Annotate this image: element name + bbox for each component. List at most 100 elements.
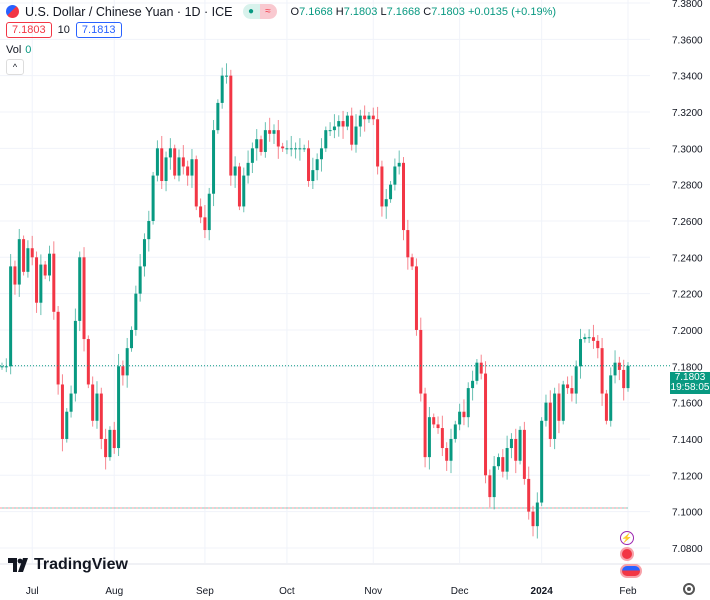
candle-body <box>39 264 43 303</box>
candle-body <box>181 157 185 167</box>
candle-body <box>229 75 233 176</box>
candle-body <box>579 339 583 367</box>
y-tick-label: 7.3400 <box>672 72 703 83</box>
candle-body <box>294 148 298 150</box>
candle-body <box>492 466 496 498</box>
candle-body <box>332 126 336 131</box>
trade-prices: 7.1803 10 7.1813 <box>6 22 122 38</box>
candle-body <box>151 175 155 221</box>
candle-body <box>345 115 349 127</box>
candle-body <box>168 148 172 158</box>
candle-body <box>160 148 164 182</box>
buy-button[interactable]: 7.1813 <box>75 22 122 38</box>
candle-body <box>134 293 138 330</box>
candle-body <box>488 475 492 498</box>
candle-body <box>246 162 250 176</box>
market-open-icon: ● <box>242 4 260 19</box>
candle-body <box>319 148 323 160</box>
collapse-chevron-icon[interactable]: ^ <box>6 59 24 75</box>
candle-body <box>609 375 613 421</box>
x-tick-label: Dec <box>451 586 469 597</box>
candle-body <box>173 148 177 176</box>
candle-body <box>30 248 34 258</box>
candle-body <box>397 162 401 167</box>
candle-body <box>108 429 112 458</box>
candle-body <box>69 393 73 412</box>
candle-body <box>471 380 475 389</box>
candle-body <box>440 428 444 449</box>
y-tick-label: 7.1800 <box>672 362 703 373</box>
candle-body <box>0 366 4 368</box>
candle-body <box>613 362 617 376</box>
market-status-pill[interactable]: ● ≈ <box>242 4 277 19</box>
candle-body <box>298 148 302 150</box>
candle-body <box>263 130 267 152</box>
candle-body <box>142 239 146 267</box>
candle-body <box>449 438 453 461</box>
volume-legend: Vol 0 <box>6 44 31 56</box>
logo-text: TradingView <box>34 556 128 573</box>
delayed-data-icon: ≈ <box>259 4 277 19</box>
lightning-event-icon[interactable]: ⚡ <box>620 531 634 545</box>
candle-body <box>509 438 513 449</box>
candle-body <box>566 384 570 389</box>
volume-value: 0 <box>25 44 32 56</box>
candle-body <box>354 126 358 145</box>
candle-body <box>501 457 505 472</box>
candle-body <box>112 429 116 449</box>
candle-body <box>410 257 414 267</box>
candle-body <box>600 348 604 394</box>
candle-body <box>86 339 90 385</box>
candle-body <box>553 393 557 439</box>
y-tick-label: 7.0800 <box>672 544 703 555</box>
tradingview-logo-icon <box>8 558 28 572</box>
candle-body <box>99 393 103 439</box>
candle-body <box>285 148 289 150</box>
sell-button[interactable]: 7.1803 <box>6 22 52 38</box>
candle-body <box>203 217 207 231</box>
candle-body <box>423 393 427 458</box>
candle-body <box>535 502 539 527</box>
symbol-title[interactable]: U.S. Dollar / Chinese Yuan · 1D · ICE <box>25 4 233 19</box>
candle-body <box>496 457 500 467</box>
us-flag-event-icon[interactable] <box>620 564 642 578</box>
candle-body <box>406 230 410 258</box>
tradingview-logo[interactable]: TradingView <box>8 556 128 574</box>
candle-body <box>337 121 341 127</box>
symbol-legend: U.S. Dollar / Chinese Yuan · 1D · ICE ● … <box>6 4 556 19</box>
x-tick-label: 2024 <box>531 586 554 597</box>
candle-body <box>22 239 26 272</box>
candle-body <box>255 139 259 149</box>
candle-body <box>544 402 548 421</box>
candle-body <box>289 148 293 150</box>
candle-body <box>190 159 194 176</box>
candle-body <box>117 366 121 449</box>
volume-label: Vol <box>6 44 22 56</box>
candle-body <box>224 75 228 77</box>
candle-body <box>522 429 526 479</box>
candle-body <box>328 130 332 132</box>
candle-body <box>268 130 272 134</box>
candle-body <box>363 115 367 120</box>
candle-body <box>4 366 8 368</box>
candle-body <box>65 411 69 439</box>
spread-value: 10 <box>57 24 70 36</box>
candle-body <box>302 148 306 150</box>
bar-countdown: 19:58:05 <box>670 382 710 393</box>
x-tick-label: Sep <box>196 586 214 597</box>
china-flag-event-icon[interactable] <box>620 547 634 561</box>
candle-body <box>26 248 30 272</box>
candle-body <box>583 337 587 340</box>
candle-body <box>233 166 237 176</box>
candle-body <box>164 157 168 182</box>
candle-body <box>367 115 371 120</box>
candle-body <box>376 119 380 167</box>
y-tick-label: 7.1200 <box>672 471 703 482</box>
candle-body <box>514 438 518 461</box>
usd-cny-flag-icon <box>6 5 19 18</box>
y-tick-label: 7.2400 <box>672 253 703 264</box>
candle-body <box>276 130 280 147</box>
y-tick-label: 7.2200 <box>672 290 703 301</box>
settings-gear-icon[interactable] <box>683 583 695 595</box>
